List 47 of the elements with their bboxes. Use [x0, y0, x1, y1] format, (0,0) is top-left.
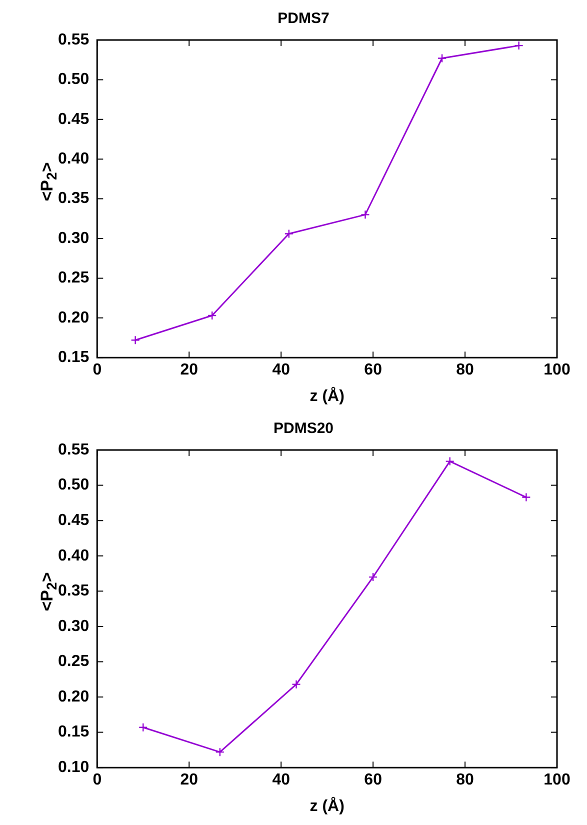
y-tick-label: 0.30 [58, 618, 90, 635]
x-tick-label: 20 [180, 772, 198, 789]
point [284, 229, 294, 238]
point [368, 572, 378, 582]
x-tick-label: 0 [92, 772, 102, 789]
y-tick-label: 0.35 [58, 190, 90, 208]
point [292, 680, 301, 689]
x-tick-label: 40 [272, 772, 290, 789]
y-tick-label: 0.55 [58, 31, 90, 48]
y-tick-label: 0.35 [58, 582, 90, 600]
point [437, 54, 447, 63]
point [138, 722, 148, 732]
x-tick-label: 80 [456, 772, 474, 789]
point [208, 310, 217, 320]
point [445, 456, 454, 466]
x-axis-title: z (Å) [310, 796, 344, 815]
point [514, 40, 524, 50]
y-tick-label: 0.15 [58, 349, 90, 366]
y-tick-label: 0.15 [58, 724, 90, 741]
point [360, 210, 370, 220]
x-tick-label: 0 [92, 362, 102, 379]
y-tick-label: 0.20 [58, 309, 90, 326]
y-tick-label: 0.30 [58, 230, 90, 247]
y-tick-label: 0.45 [58, 110, 90, 128]
x-tick-label: 20 [180, 362, 198, 379]
chart-title: PDMS7 [278, 10, 330, 28]
y-tick-label: 0.25 [58, 653, 90, 670]
point [215, 747, 225, 757]
x-tick-label: 100 [544, 772, 570, 789]
x-tick-label: 80 [456, 362, 474, 379]
y-tick-label: 0.45 [58, 512, 90, 529]
x-axis-title: z (Å) [310, 386, 344, 405]
y-tick-label: 0.50 [58, 476, 90, 494]
point [522, 492, 531, 502]
y-tick-label: 0.40 [58, 547, 90, 564]
y-tick-label: 0.50 [58, 71, 90, 88]
y-tick-label: 0.55 [58, 441, 90, 458]
x-tick-label: 60 [364, 362, 382, 379]
x-tick-label: 60 [364, 772, 382, 789]
y-tick-label: 0.40 [58, 150, 90, 168]
y-tick-label: 0.25 [58, 270, 90, 287]
x-tick-label: 100 [544, 362, 570, 379]
chart-title: PDMS20 [273, 420, 334, 438]
point [130, 336, 140, 345]
y-tick-label: 0.20 [58, 688, 90, 706]
x-tick-label: 40 [272, 362, 290, 379]
y-tick-label: 0.10 [58, 759, 90, 776]
